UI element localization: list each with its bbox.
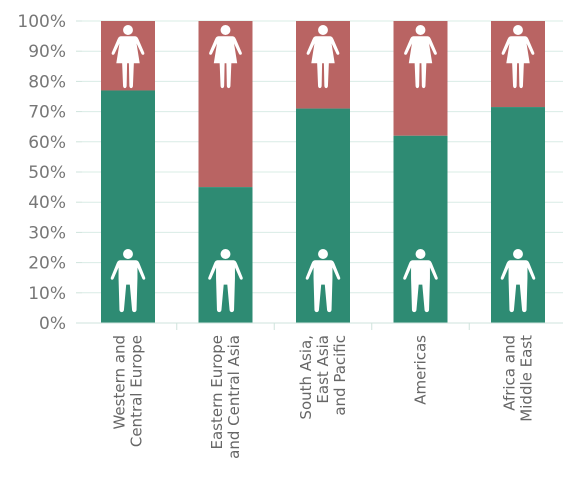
- x-category-label-line: Western and: [111, 335, 129, 430]
- x-category-label-line: South Asia,: [297, 335, 315, 420]
- y-tick-label: 0%: [39, 314, 66, 334]
- y-tick-label: 20%: [28, 254, 66, 274]
- y-tick-label: 60%: [28, 133, 66, 153]
- y-tick-label: 70%: [28, 103, 66, 123]
- bar-segment-female: [296, 21, 350, 109]
- y-tick-label: 50%: [28, 163, 66, 183]
- bar-segment-female: [491, 21, 545, 108]
- x-category-label: South Asia, East Asia and Pacific: [297, 335, 349, 420]
- y-axis: 0% 10% 20% 30% 40% 50% 60% 70% 80% 90% 100%: [17, 12, 82, 334]
- x-category-label-line: East Asia: [314, 335, 332, 404]
- x-category-label-line: and Central Asia: [225, 335, 243, 459]
- bar-segment-male: [393, 135, 448, 323]
- y-tick-label: 100%: [17, 12, 66, 32]
- y-tick-label: 90%: [28, 42, 66, 62]
- x-category-label-line: Americas: [412, 335, 430, 405]
- x-category-label: Western and Central Europe: [111, 335, 146, 447]
- x-axis: Western and Central Europe Eastern Europe a…: [82, 322, 563, 459]
- x-category-label-line: Africa and: [501, 335, 519, 411]
- x-category-label: Eastern Europe and Central Asia: [208, 335, 243, 459]
- y-tick-label: 40%: [28, 193, 66, 213]
- x-category-label: Africa and Middle East: [501, 335, 536, 422]
- y-tick-label: 10%: [28, 284, 66, 304]
- bar-segment-male: [491, 107, 545, 323]
- bar-segment-male: [101, 90, 155, 324]
- y-tick-label: 80%: [28, 72, 66, 92]
- x-category-label-line: Middle East: [518, 335, 536, 422]
- bars: [101, 21, 545, 324]
- x-category-label-line: and Pacific: [331, 335, 349, 416]
- x-category-label: Americas: [412, 335, 430, 405]
- y-tick-label: 30%: [28, 223, 66, 243]
- x-category-label-line: Central Europe: [128, 335, 146, 447]
- bar-segment-male: [296, 108, 350, 323]
- x-category-label-line: Eastern Europe: [208, 335, 226, 450]
